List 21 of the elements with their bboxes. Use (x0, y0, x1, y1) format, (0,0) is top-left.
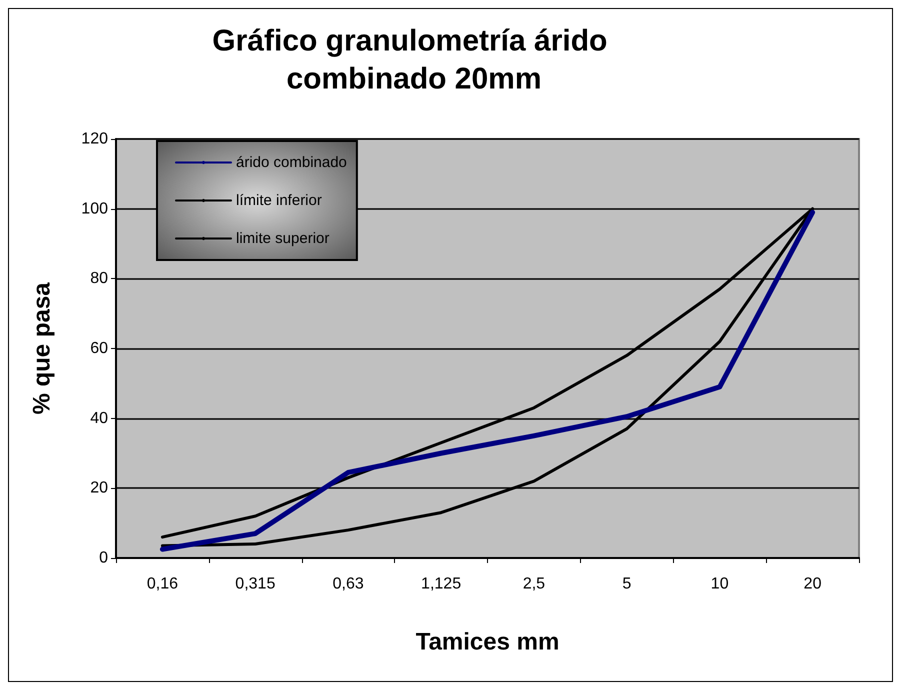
x-tick-label: 10 (710, 576, 729, 592)
legend-label: limite superior (236, 230, 330, 247)
y-tick-label: 60 (90, 340, 108, 357)
y-tick-label: 20 (90, 480, 108, 497)
y-tick-label: 80 (90, 270, 108, 288)
y-tick-label: 100 (81, 200, 108, 218)
x-axis-title: Tamices mm (416, 628, 560, 656)
legend-label: límite inferior (236, 192, 322, 209)
chart-title: Gráfico granulometría árido combinado 20mm (212, 24, 616, 96)
x-tick-label: 20 (804, 576, 822, 592)
y-tick-label: 40 (90, 410, 108, 427)
x-tick-label: 0,315 (235, 576, 276, 592)
x-tick-label: 2,5 (522, 576, 546, 592)
y-tick-label: 0 (99, 550, 108, 566)
y-tick-label: 120 (81, 130, 108, 148)
y-axis-title: % que pasa (28, 282, 56, 415)
x-tick-label: 5 (622, 576, 632, 592)
x-tick-label: 1,125 (421, 576, 462, 592)
x-tick-label: 0,16 (146, 576, 178, 592)
legend-label: árido combinado (236, 154, 347, 171)
x-tick-label: 0,63 (332, 576, 364, 592)
